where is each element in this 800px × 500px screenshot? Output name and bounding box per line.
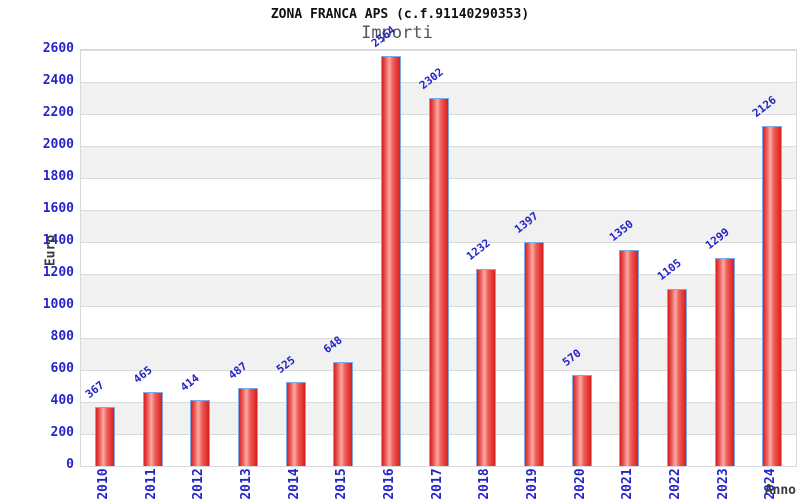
y-tick-label: 400: [50, 393, 74, 408]
x-tick-label: 2017: [429, 468, 445, 500]
bar: [142, 392, 163, 466]
bar: [237, 388, 258, 466]
x-tick-label: 2023: [715, 468, 731, 500]
chart-subtitle: Importi: [361, 23, 433, 43]
y-tick-label: 200: [50, 425, 74, 440]
x-tick-label: 2016: [381, 468, 397, 500]
y-tick-label: 600: [50, 361, 74, 376]
x-tick-label: 2010: [95, 468, 111, 500]
x-tick-label: 2018: [477, 468, 493, 500]
x-tick-label: 2015: [334, 468, 350, 500]
bar: [666, 289, 687, 466]
x-tick-label: 2013: [238, 468, 254, 500]
y-tick-label: 2600: [42, 41, 74, 56]
bar: [762, 126, 783, 466]
bar: [428, 98, 449, 466]
bar: [94, 407, 115, 466]
x-tick-label: 2020: [572, 468, 588, 500]
y-tick-label: 1000: [42, 297, 74, 312]
bar: [380, 56, 401, 466]
y-tick-label: 1200: [42, 265, 74, 280]
y-tick-label: 0: [66, 457, 74, 472]
x-tick-label: 2019: [524, 468, 540, 500]
bar: [714, 258, 735, 466]
x-tick-label: 2011: [143, 468, 159, 500]
bar: [285, 382, 306, 466]
x-tick-label: 2012: [191, 468, 207, 500]
y-tick-label: 2400: [42, 73, 74, 88]
x-tick-label: 2014: [286, 468, 302, 500]
y-tick-label: 2000: [42, 137, 74, 152]
y-tick-label: 800: [50, 329, 74, 344]
bar: [476, 269, 497, 466]
y-tick-label: 1400: [42, 233, 74, 248]
x-tick-label: 2021: [620, 468, 636, 500]
bar: [190, 400, 211, 466]
y-tick-label: 2200: [42, 105, 74, 120]
bar: [571, 375, 592, 466]
bar: [333, 362, 354, 466]
chart-title: ZONA FRANCA APS (c.f.91140290353): [270, 7, 530, 22]
bar: [523, 242, 544, 466]
y-tick-label: 1600: [42, 201, 74, 216]
x-tick-label: 2022: [667, 468, 683, 500]
x-axis-title: Anno: [764, 483, 796, 498]
y-tick-label: 1800: [42, 169, 74, 184]
y-axis-title: Euro: [43, 234, 59, 267]
bar: [619, 250, 640, 466]
plot-area: [80, 49, 797, 467]
